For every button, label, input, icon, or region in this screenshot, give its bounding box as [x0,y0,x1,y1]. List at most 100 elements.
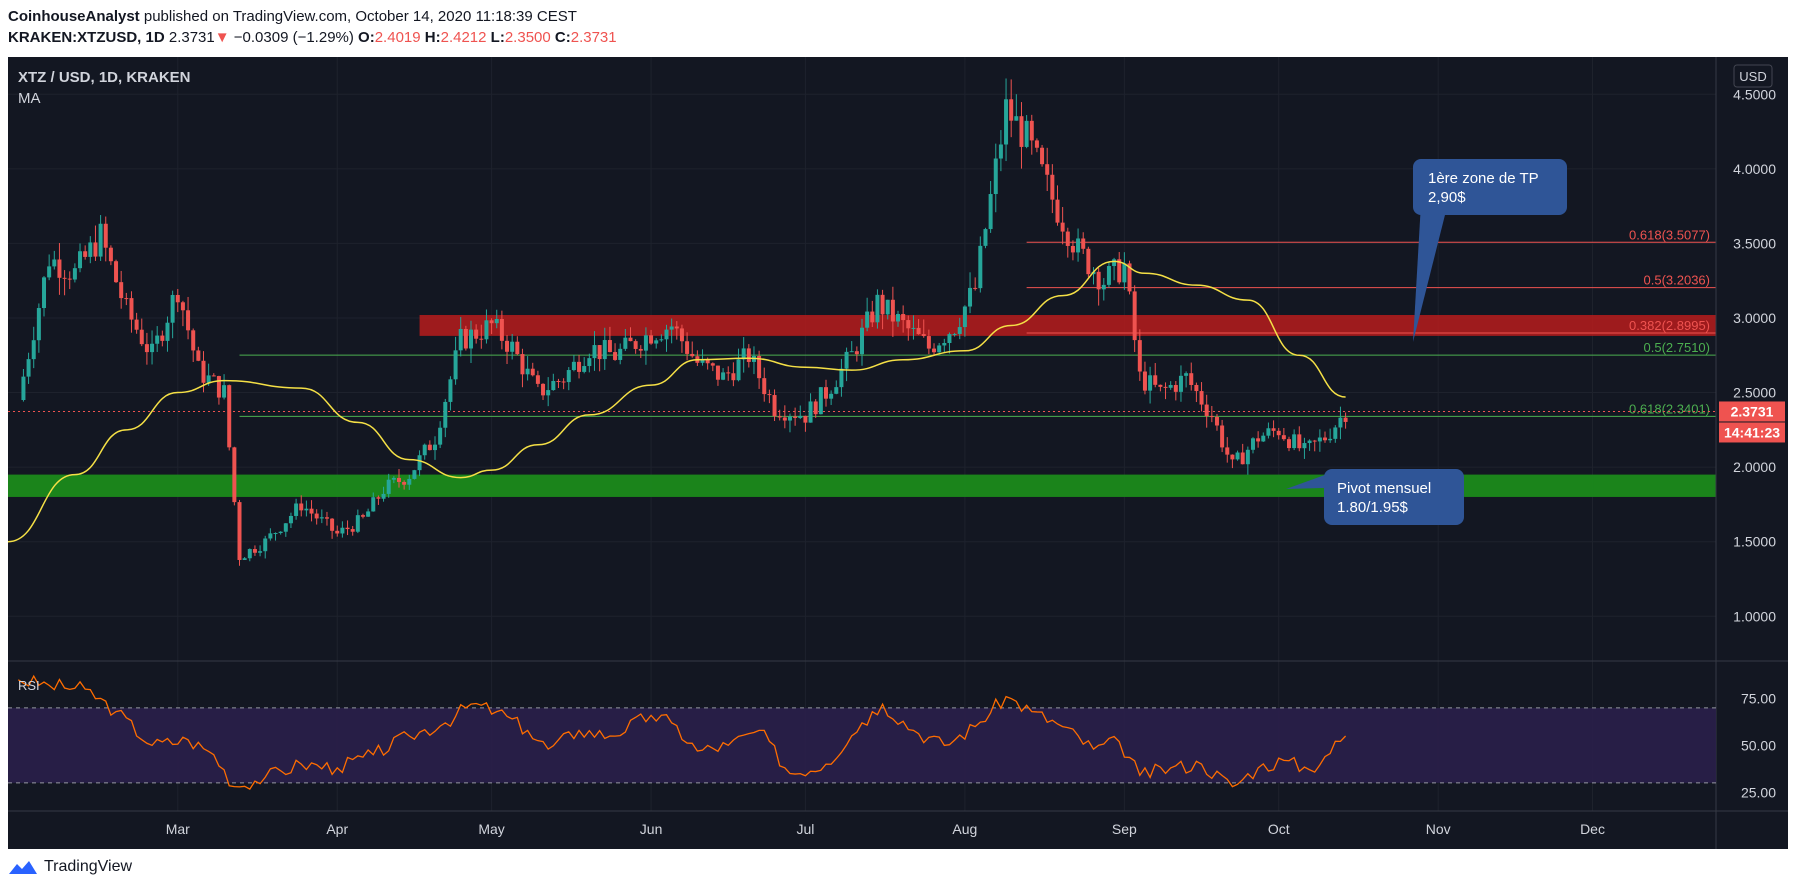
candle-body [669,326,674,330]
currency-label: USD [1739,69,1766,84]
fib-label: 0.5(2.7510) [1644,340,1711,355]
candle-body [381,493,386,499]
currency-button[interactable]: USD [1733,64,1773,88]
symbol-label: KRAKEN:XTZUSD, 1D [8,29,165,46]
candle-body [453,350,458,380]
candle-body [1189,373,1194,385]
candle-body [623,337,628,349]
low-value: 2.3500 [504,29,551,46]
high-label: H: [424,29,441,46]
grid-lines [8,57,1716,811]
candle-body [1204,404,1209,417]
candle-body [597,345,602,360]
candle-body [427,444,432,451]
fib-levels: 0.618(3.5077) 0.5(3.2036) 0.382(2.8995) 0.5… [239,227,1716,417]
tp-callout[interactable]: 1ère zone de TP 2,90$ [1413,159,1567,342]
open-value: 2.4019 [374,29,421,46]
candle-body [782,417,787,421]
candle-body [1250,438,1255,450]
candle-body [26,359,31,377]
price-tick-label: 4.0000 [1733,161,1776,177]
candle-body [1225,447,1230,455]
chart-area[interactable]: 0.618(3.5077) 0.5(3.2036) 0.382(2.8995) 0.5… [8,57,1788,849]
candle-body [304,508,309,511]
candle-body [412,470,417,479]
last-value: 2.3731 [168,29,215,46]
candle-body [911,327,916,329]
candle-body [1029,120,1034,141]
candle-body [114,261,119,283]
candle-body [376,497,381,499]
open-label: O: [358,29,375,46]
candle-body [1168,385,1173,388]
candle-body [139,329,144,345]
candle-body [654,340,659,344]
candle-body [556,380,561,382]
price-tick-label: 2.5000 [1733,385,1776,401]
candle-body [1127,263,1132,292]
candle-body [1194,384,1199,392]
fib-label: 0.618(2.3401) [1629,401,1710,416]
pivot-callout-line2: 1.80/1.95$ [1337,499,1409,516]
candle-body [1132,291,1137,341]
candle-body [700,358,705,363]
candle-body [350,529,355,532]
candle-body [736,359,741,381]
candle-body [252,549,257,553]
candle-body [62,277,67,279]
candle-body [520,354,525,375]
rsi-title[interactable]: RSI [18,678,40,693]
candle-body [793,416,798,418]
price-tick-label: 3.0000 [1733,310,1776,326]
candle-body [978,245,983,289]
candle-body [489,320,494,324]
candle-body [1024,120,1029,147]
candle-body [607,340,612,353]
ma-legend[interactable]: MA [18,90,41,107]
candle-body [57,259,62,278]
candle-body [829,393,834,399]
tp-callout-line1: 1ère zone de TP [1428,170,1539,187]
candle-body [288,515,293,524]
candle-body [561,381,566,383]
time-tick-label: Aug [952,821,977,837]
candle-body [926,336,931,349]
last-price-tag-bg [1719,401,1785,422]
candle-body [1055,199,1060,223]
candle-body [1343,417,1348,422]
candle-body [237,502,242,560]
footer-brand[interactable]: TradingView [44,858,133,875]
fib-label: 0.382(2.8995) [1629,318,1710,333]
candle-body [36,308,41,341]
candle-body [1137,340,1142,372]
pivot-callout[interactable]: Pivot mensuel 1.80/1.95$ [1286,469,1464,525]
candle-body [1184,373,1189,376]
candle-body [880,294,885,315]
candle-body [31,340,36,360]
candle-body [1060,222,1065,232]
candle-body [391,477,396,480]
price-axis[interactable]: 1.0000 1.5000 2.0000 2.5000 3.0000 3.5000 4.00… [1733,86,1776,624]
candle-body [1256,438,1261,442]
author-name[interactable]: CoinhouseAnalyst [8,8,140,25]
candle-body [1209,416,1214,418]
candle-body [72,268,77,280]
candle-body [299,503,304,511]
candle-body [324,517,329,519]
candle-body [1158,384,1163,387]
candle-body [643,335,648,351]
candle-body [1338,417,1343,428]
candle-body [638,348,643,351]
candle-body [150,343,155,353]
candle-body [1122,263,1127,283]
candle-body [849,351,854,353]
time-tick-label: May [478,821,504,837]
candle-body [119,282,124,299]
time-axis[interactable]: Mar Apr May Jun Jul Aug Sep Oct Nov Dec [166,821,1605,837]
candle-body [1297,434,1302,449]
time-tick-label: Sep [1112,821,1137,837]
candle-body [823,387,828,399]
candle-body [968,287,973,307]
candle-body [932,348,937,353]
rsi-axis[interactable]: 25.00 50.00 75.00 [1741,691,1776,801]
